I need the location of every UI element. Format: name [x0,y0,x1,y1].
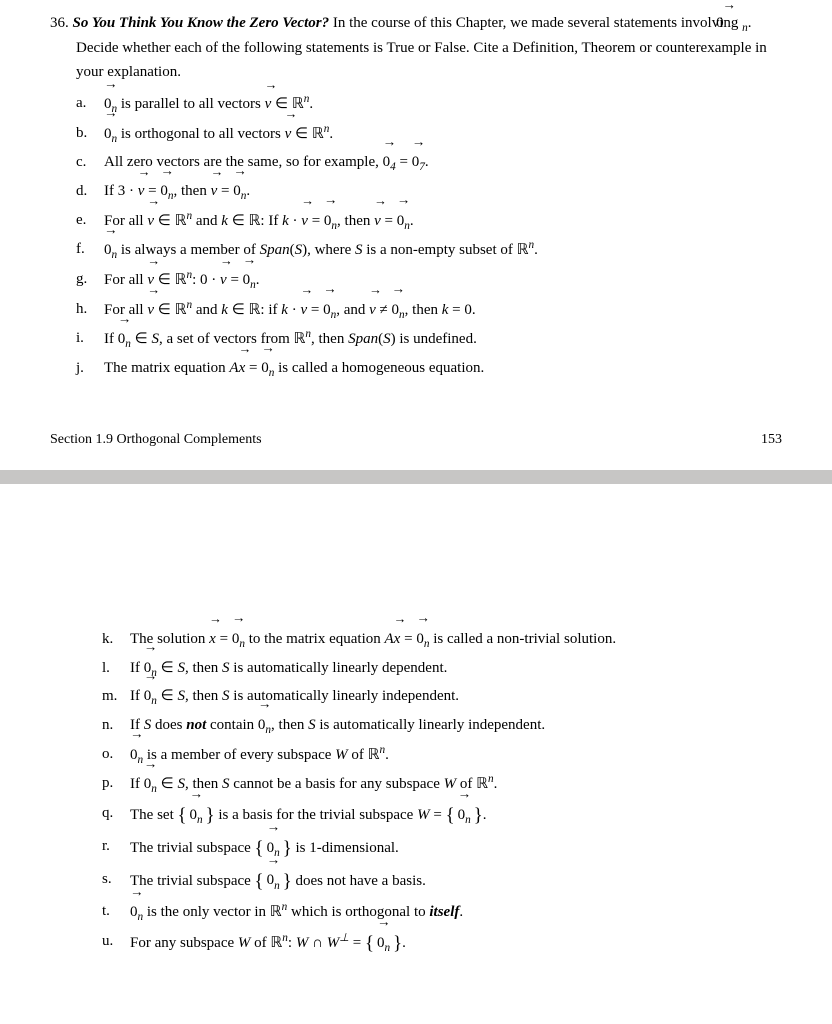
item-a: a. 0→n is parallel to all vectors v→ ∈ ℝ… [76,90,782,120]
item-i: i. If 0→n ∈ S, a set of vectors from ℝn,… [76,325,782,355]
item-list-bottom: k. The solution x→ = 0→n to the matrix e… [50,626,782,961]
item-body: 0→n is orthogonal to all vectors v→ ∈ ℝn… [104,120,782,150]
item-body: 0→n is the only vector in ℝn which is or… [130,898,782,928]
item-body: 0→n is parallel to all vectors v→ ∈ ℝn. [104,90,782,120]
item-o: o. 0→n is a member of every subspace W o… [102,741,782,771]
item-body: 0→n is always a member of Span(S), where… [104,236,782,266]
item-s: s. The trivial subspace { 0→n } does not… [102,866,782,899]
section-label: Section 1.9 Orthogonal Complements [50,432,262,448]
page-footer: Section 1.9 Orthogonal Complements 153 [0,432,832,470]
item-body: 0→n is a member of every subspace W of ℝ… [130,741,782,771]
item-body: If S does not contain 0→n, then S is aut… [130,712,782,741]
item-label: b. [76,120,104,150]
item-q: q. The set { 0→n } is a basis for the tr… [102,800,782,833]
item-body: The trivial subspace { 0→n } is 1-dimens… [130,833,782,866]
item-label: i. [76,325,104,355]
item-label: f. [76,236,104,266]
item-body: For all v→ ∈ ℝn and k ∈ ℝ: if k · v→ = 0… [104,296,782,326]
item-f: f. 0→n is always a member of Span(S), wh… [76,236,782,266]
item-label: t. [102,898,130,928]
item-d: d. If 3 · v→ = 0→n, then v→ = 0→n. [76,178,782,207]
item-j: j. The matrix equation Ax→ = 0→n is call… [76,355,782,384]
problem-title: So You Think You Know the Zero Vector? [73,15,330,31]
item-k: k. The solution x→ = 0→n to the matrix e… [102,626,782,655]
item-body: For all v→ ∈ ℝn: 0 · v→ = 0→n. [104,266,782,296]
item-b: b. 0→n is orthogonal to all vectors v→ ∈… [76,120,782,150]
item-c: c. All zero vectors are the same, so for… [76,149,782,178]
item-e: e. For all v→ ∈ ℝn and k ∈ ℝ: If k · v→ … [76,207,782,237]
item-m: m. If 0→n ∈ S, then S is automatically l… [102,683,782,712]
item-label: d. [76,178,104,207]
item-label: l. [102,655,130,684]
item-label: q. [102,800,130,833]
item-u: u. For any subspace W of ℝn: W ∩ W⊥ = { … [102,928,782,961]
page-gap [0,484,832,614]
item-label: p. [102,770,130,800]
item-label: h. [76,296,104,326]
item-body: If 0→n ∈ S, then S is automatically line… [130,683,782,712]
problem-number: 36. [50,15,69,31]
problem-heading: 36. So You Think You Know the Zero Vecto… [50,12,782,84]
item-t: t. 0→n is the only vector in ℝn which is… [102,898,782,928]
item-body: The trivial subspace { 0→n } does not ha… [130,866,782,899]
item-n: n. If S does not contain 0→n, then S is … [102,712,782,741]
upper-page: 36. So You Think You Know the Zero Vecto… [0,0,832,432]
item-label: o. [102,741,130,771]
item-h: h. For all v→ ∈ ℝn and k ∈ ℝ: if k · v→ … [76,296,782,326]
item-list-top: a. 0→n is parallel to all vectors v→ ∈ ℝ… [50,90,782,384]
page-number: 153 [761,432,782,448]
item-body: The solution x→ = 0→n to the matrix equa… [130,626,782,655]
item-label: s. [102,866,130,899]
item-label: e. [76,207,104,237]
item-label: c. [76,149,104,178]
item-g: g. For all v→ ∈ ℝn: 0 · v→ = 0→n. [76,266,782,296]
page-divider [0,470,832,484]
item-p: p. If 0→n ∈ S, then S cannot be a basis … [102,770,782,800]
item-label: j. [76,355,104,384]
item-body: For all v→ ∈ ℝn and k ∈ ℝ: If k · v→ = 0… [104,207,782,237]
item-label: u. [102,928,130,961]
item-l: l. If 0→n ∈ S, then S is automatically l… [102,655,782,684]
item-body: For any subspace W of ℝn: W ∩ W⊥ = { 0→n… [130,928,782,961]
item-label: k. [102,626,130,655]
lower-page: k. The solution x→ = 0→n to the matrix e… [0,614,832,981]
item-body: If 3 · v→ = 0→n, then v→ = 0→n. [104,178,782,207]
item-body: The matrix equation Ax→ = 0→n is called … [104,355,782,384]
item-body: The set { 0→n } is a basis for the trivi… [130,800,782,833]
item-body: If 0→n ∈ S, then S cannot be a basis for… [130,770,782,800]
item-label: a. [76,90,104,120]
item-label: n. [102,712,130,741]
item-label: m. [102,683,130,712]
item-body: If 0→n ∈ S, a set of vectors from ℝn, th… [104,325,782,355]
item-body: All zero vectors are the same, so for ex… [104,149,782,178]
item-r: r. The trivial subspace { 0→n } is 1-dim… [102,833,782,866]
item-body: If 0→n ∈ S, then S is automatically line… [130,655,782,684]
item-label: g. [76,266,104,296]
item-label: r. [102,833,130,866]
problem-36: 36. So You Think You Know the Zero Vecto… [50,12,782,384]
